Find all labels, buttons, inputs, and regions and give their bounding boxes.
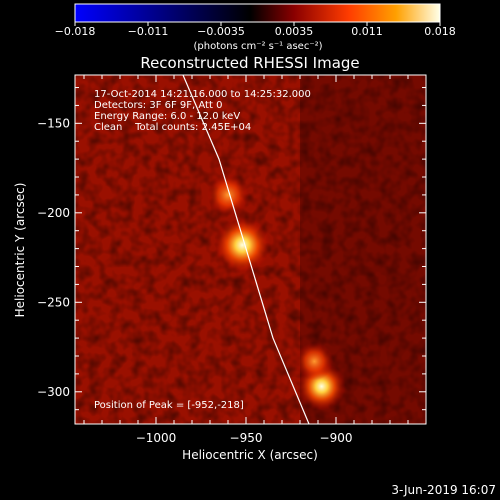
x-axis-label: Heliocentric X (arcsec) [182,448,318,462]
annotation-detectors: Detectors: 3F 6F 9F, Att 0 [94,100,222,111]
colorbar-tick-label: −0.0035 [197,25,245,38]
emission-source [207,173,249,216]
annotation-time: 17-Oct-2014 14:21:16.000 to 14:25:32.000 [94,89,311,100]
colorbar-tick-label: 0.018 [424,25,456,38]
y-tick-label: −200 [37,206,70,220]
x-tick-label: −900 [320,431,353,445]
annotation-counts: Clean Total counts: 2.45E+04 [94,122,251,133]
x-tick-label: −1000 [136,431,177,445]
emission-source [295,342,334,381]
annotation-energy: Energy Range: 6.0 - 12.0 keV [94,111,240,122]
heatmap-image [75,75,426,424]
plot-frame [74,74,427,425]
y-axis-label: Heliocentric Y (arcsec) [13,183,27,318]
footer-date: 3-Jun-2019 16:07 [391,483,496,497]
y-tick-label: −250 [37,295,70,309]
colorbar-tick-label: 0.011 [351,25,383,38]
colorbar-tick-label: −0.018 [55,25,96,38]
solar-limb [182,75,310,424]
y-tick-label: −300 [37,385,70,399]
colorbar-tick-label: −0.011 [128,25,169,38]
colorbar: −0.018 −0.011 −0.0035 0.0035 0.011 0.018… [55,3,456,52]
peak-position-label: Position of Peak = [-952,-218] [94,400,244,411]
heatmap-sources [207,173,346,411]
emission-source [214,217,271,274]
colorbar-tick-label: 0.0035 [275,25,314,38]
y-axis-ticks [75,87,426,411]
colorbar-ticks [74,22,441,26]
chart-title: Reconstructed RHESSI Image [140,54,359,72]
y-tick-label: −150 [37,116,70,130]
colorbar-units: (photons cm⁻² s⁻¹ asec⁻²) [193,41,322,52]
x-axis-ticks [83,75,427,424]
colorbar-gradient [74,3,441,23]
x-tick-label: −950 [230,431,263,445]
